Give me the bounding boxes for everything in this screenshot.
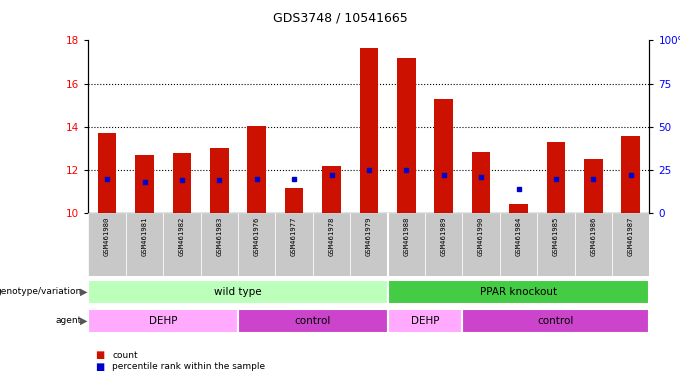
Text: wild type: wild type bbox=[214, 287, 262, 297]
Text: GSM461988: GSM461988 bbox=[403, 216, 409, 256]
Bar bbox=[88, 213, 126, 276]
Text: GSM461979: GSM461979 bbox=[366, 216, 372, 256]
Bar bbox=[238, 309, 388, 333]
Text: ■: ■ bbox=[95, 350, 105, 360]
Bar bbox=[88, 309, 238, 333]
Bar bbox=[388, 280, 649, 304]
Text: GSM461978: GSM461978 bbox=[328, 216, 335, 256]
Bar bbox=[350, 213, 388, 276]
Text: DEHP: DEHP bbox=[411, 316, 439, 326]
Bar bbox=[360, 48, 378, 213]
Bar bbox=[285, 188, 303, 213]
Bar bbox=[201, 213, 238, 276]
Bar bbox=[622, 136, 640, 213]
Text: ▶: ▶ bbox=[80, 316, 88, 326]
Bar bbox=[575, 213, 612, 276]
Text: control: control bbox=[538, 316, 574, 326]
Bar bbox=[313, 213, 350, 276]
Bar bbox=[509, 204, 528, 213]
Bar bbox=[135, 155, 154, 213]
Text: GSM461980: GSM461980 bbox=[104, 216, 110, 256]
Text: GSM461977: GSM461977 bbox=[291, 216, 297, 256]
Text: count: count bbox=[112, 351, 138, 360]
Text: ▶: ▶ bbox=[80, 287, 88, 297]
Bar bbox=[126, 213, 163, 276]
Text: GSM461987: GSM461987 bbox=[628, 216, 634, 256]
Bar bbox=[547, 142, 565, 213]
Text: GDS3748 / 10541665: GDS3748 / 10541665 bbox=[273, 12, 407, 25]
Bar bbox=[210, 148, 228, 213]
Text: percentile rank within the sample: percentile rank within the sample bbox=[112, 362, 265, 371]
Bar bbox=[322, 166, 341, 213]
Bar bbox=[388, 309, 462, 333]
Bar bbox=[275, 213, 313, 276]
Bar bbox=[397, 58, 415, 213]
Bar bbox=[163, 213, 201, 276]
Bar bbox=[435, 99, 453, 213]
Text: GSM461983: GSM461983 bbox=[216, 216, 222, 256]
Bar bbox=[472, 152, 490, 213]
Text: GSM461986: GSM461986 bbox=[590, 216, 596, 256]
Bar bbox=[537, 213, 575, 276]
Text: GSM461976: GSM461976 bbox=[254, 216, 260, 256]
Text: control: control bbox=[294, 316, 331, 326]
Text: GSM461990: GSM461990 bbox=[478, 216, 484, 256]
Bar bbox=[612, 213, 649, 276]
Bar bbox=[173, 152, 191, 213]
Bar bbox=[88, 280, 388, 304]
Bar bbox=[388, 213, 425, 276]
Text: genotype/variation: genotype/variation bbox=[0, 287, 82, 296]
Bar bbox=[98, 133, 116, 213]
Text: GSM461982: GSM461982 bbox=[179, 216, 185, 256]
Text: DEHP: DEHP bbox=[149, 316, 177, 326]
Text: GSM461981: GSM461981 bbox=[141, 216, 148, 256]
Text: ■: ■ bbox=[95, 362, 105, 372]
Bar bbox=[248, 126, 266, 213]
Text: GSM461989: GSM461989 bbox=[441, 216, 447, 256]
Text: agent: agent bbox=[55, 316, 82, 325]
Bar bbox=[238, 213, 275, 276]
Text: GSM461984: GSM461984 bbox=[515, 216, 522, 256]
Text: GSM461985: GSM461985 bbox=[553, 216, 559, 256]
Bar bbox=[500, 213, 537, 276]
Bar bbox=[425, 213, 462, 276]
Bar bbox=[462, 213, 500, 276]
Bar bbox=[584, 159, 602, 213]
Text: PPAR knockout: PPAR knockout bbox=[480, 287, 557, 297]
Bar bbox=[462, 309, 649, 333]
